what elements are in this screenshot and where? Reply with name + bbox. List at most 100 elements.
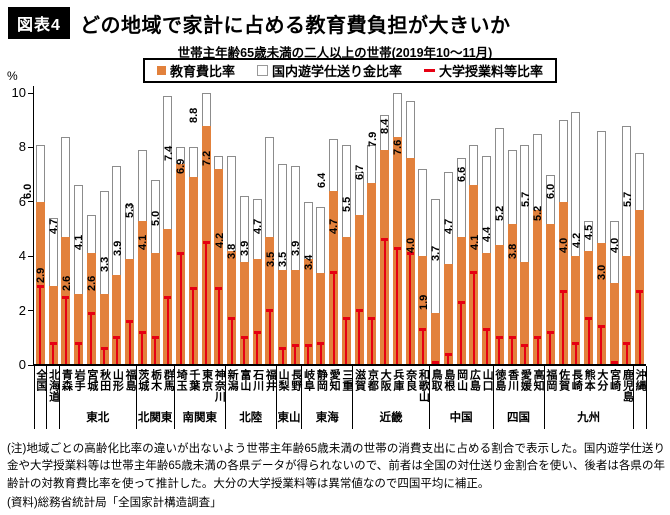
pref-label: 香川: [506, 369, 519, 391]
tuition-marker-cap: [253, 330, 261, 334]
tuition-marker-stem: [52, 343, 55, 365]
tuition-marker-cap: [113, 336, 121, 340]
bar-value-label: 4.0: [557, 237, 570, 254]
tuition-marker-stem: [600, 326, 603, 365]
pref-label: 滋賀: [353, 369, 366, 391]
tuition-marker-cap: [279, 347, 287, 351]
tuition-marker-cap: [177, 251, 185, 255]
pref-label: 栃木: [149, 369, 162, 391]
bar-education: [227, 250, 237, 365]
bar-value-label: 6.7: [353, 164, 366, 180]
bar-value-label: 4.2: [213, 232, 226, 248]
bar-education: [494, 245, 504, 365]
bar-value-label: 8.8: [188, 107, 201, 123]
bar-value-label: 3.7: [430, 246, 443, 262]
tuition-marker-stem: [511, 337, 514, 365]
tuition-marker-stem: [396, 248, 399, 365]
tuition-marker-stem: [319, 343, 322, 365]
bar-education: [622, 256, 632, 365]
bar-value-label: 7.4: [162, 145, 175, 161]
tuition-marker-stem: [243, 337, 246, 365]
bar-value-label: 5.0: [149, 210, 162, 226]
region-label: 四国: [507, 412, 530, 424]
pref-label: 神奈川: [213, 369, 226, 402]
tuition-marker-stem: [128, 321, 131, 365]
bar-value-label: 3.8: [506, 243, 519, 259]
tuition-marker-stem: [103, 348, 106, 365]
bar-education: [290, 269, 300, 365]
tuition-marker-cap: [534, 336, 542, 340]
bar-value-label: 4.1: [137, 235, 150, 251]
tuition-marker-cap: [202, 241, 210, 245]
bar-value-label: 2.9: [35, 267, 48, 284]
bar-education: [635, 209, 645, 365]
bar-value-label: 4.2: [570, 232, 583, 248]
tuition-marker-stem: [205, 242, 208, 365]
legend-label-education: 教育費比率: [170, 64, 236, 79]
tuition-marker-stem: [523, 345, 526, 365]
bar-value-label: 4.1: [73, 235, 86, 251]
tuition-marker-cap: [508, 336, 516, 340]
bar-education: [584, 250, 594, 365]
tuition-marker-stem: [307, 345, 310, 365]
tuition-marker-cap: [330, 271, 338, 275]
bar-value-label: 3.3: [98, 256, 111, 273]
bar-value-label: 2.6: [86, 275, 99, 292]
legend-item-remittance: 国内遊学仕送り金比率: [257, 61, 402, 80]
tuition-marker-stem: [192, 288, 195, 365]
legend-label-remittance: 国内遊学仕送り金比率: [272, 64, 403, 79]
bar-value-label: 1.9: [417, 295, 430, 311]
bar-value-label: 5.5: [341, 197, 354, 213]
tuition-marker-stem: [383, 239, 386, 365]
group-divider: [46, 366, 48, 429]
tuition-marker-stem: [166, 297, 169, 365]
pref-label: 岐阜: [302, 369, 315, 391]
group-divider: [59, 366, 60, 429]
legend-item-education: 教育費比率: [157, 61, 235, 80]
pref-label: 京都: [366, 369, 379, 391]
y-tick-label: 10: [11, 85, 26, 100]
pref-label: 群馬: [162, 369, 175, 391]
bar-value-label: 7.2: [200, 150, 213, 167]
tuition-marker-stem: [332, 272, 335, 365]
y-axis-line: [33, 86, 34, 365]
legend: 教育費比率 国内遊学仕送り金比率 大学授業料等比率: [143, 58, 558, 83]
tuition-marker-stem: [447, 354, 450, 365]
pref-label: 岩手: [73, 369, 86, 391]
region-label: 近畿: [379, 412, 403, 424]
tuition-marker-stem: [421, 329, 424, 365]
bar-education: [341, 237, 351, 365]
tuition-marker-cap: [342, 317, 350, 321]
tuition-marker-cap: [444, 352, 452, 356]
group-divider: [428, 366, 430, 429]
bar-value-label: 6.6: [455, 167, 468, 183]
tuition-marker-cap: [597, 325, 605, 329]
bar-education: [99, 294, 109, 365]
pref-label: 長崎: [570, 369, 583, 391]
pref-label: 大阪: [379, 369, 392, 391]
pref-label: 熊本: [583, 369, 596, 391]
tuition-marker-cap: [559, 290, 567, 294]
tuition-marker-cap: [393, 246, 401, 250]
bar-value-label: 5.3: [124, 202, 137, 218]
bar-education: [533, 209, 543, 365]
tuition-marker-cap: [304, 344, 312, 348]
tuition-marker-stem: [498, 337, 501, 365]
tuition-marker-cap: [381, 238, 389, 242]
pref-label: 愛媛: [519, 369, 532, 391]
pref-label: 奈良: [404, 369, 417, 391]
legend-item-tuition: 大学授業料等比率: [424, 61, 543, 80]
pref-label: 三重: [340, 369, 353, 391]
bar-education: [303, 258, 313, 365]
tuition-marker-cap: [470, 271, 478, 275]
tuition-marker-stem: [230, 318, 233, 365]
region-label: 北陸: [239, 412, 263, 424]
tuition-marker-stem: [281, 348, 284, 365]
chart-subtitle: 世帯主年齢65歳未満の二人以上の世帯(2019年10〜11月): [177, 46, 493, 60]
bar-education: [86, 253, 96, 365]
y-tick-label: 0: [18, 357, 26, 372]
bar-education: [520, 261, 530, 365]
tuition-marker-stem: [358, 310, 361, 365]
pref-label: 佐賀: [557, 369, 570, 391]
pref-label: 沖縄: [634, 369, 647, 391]
